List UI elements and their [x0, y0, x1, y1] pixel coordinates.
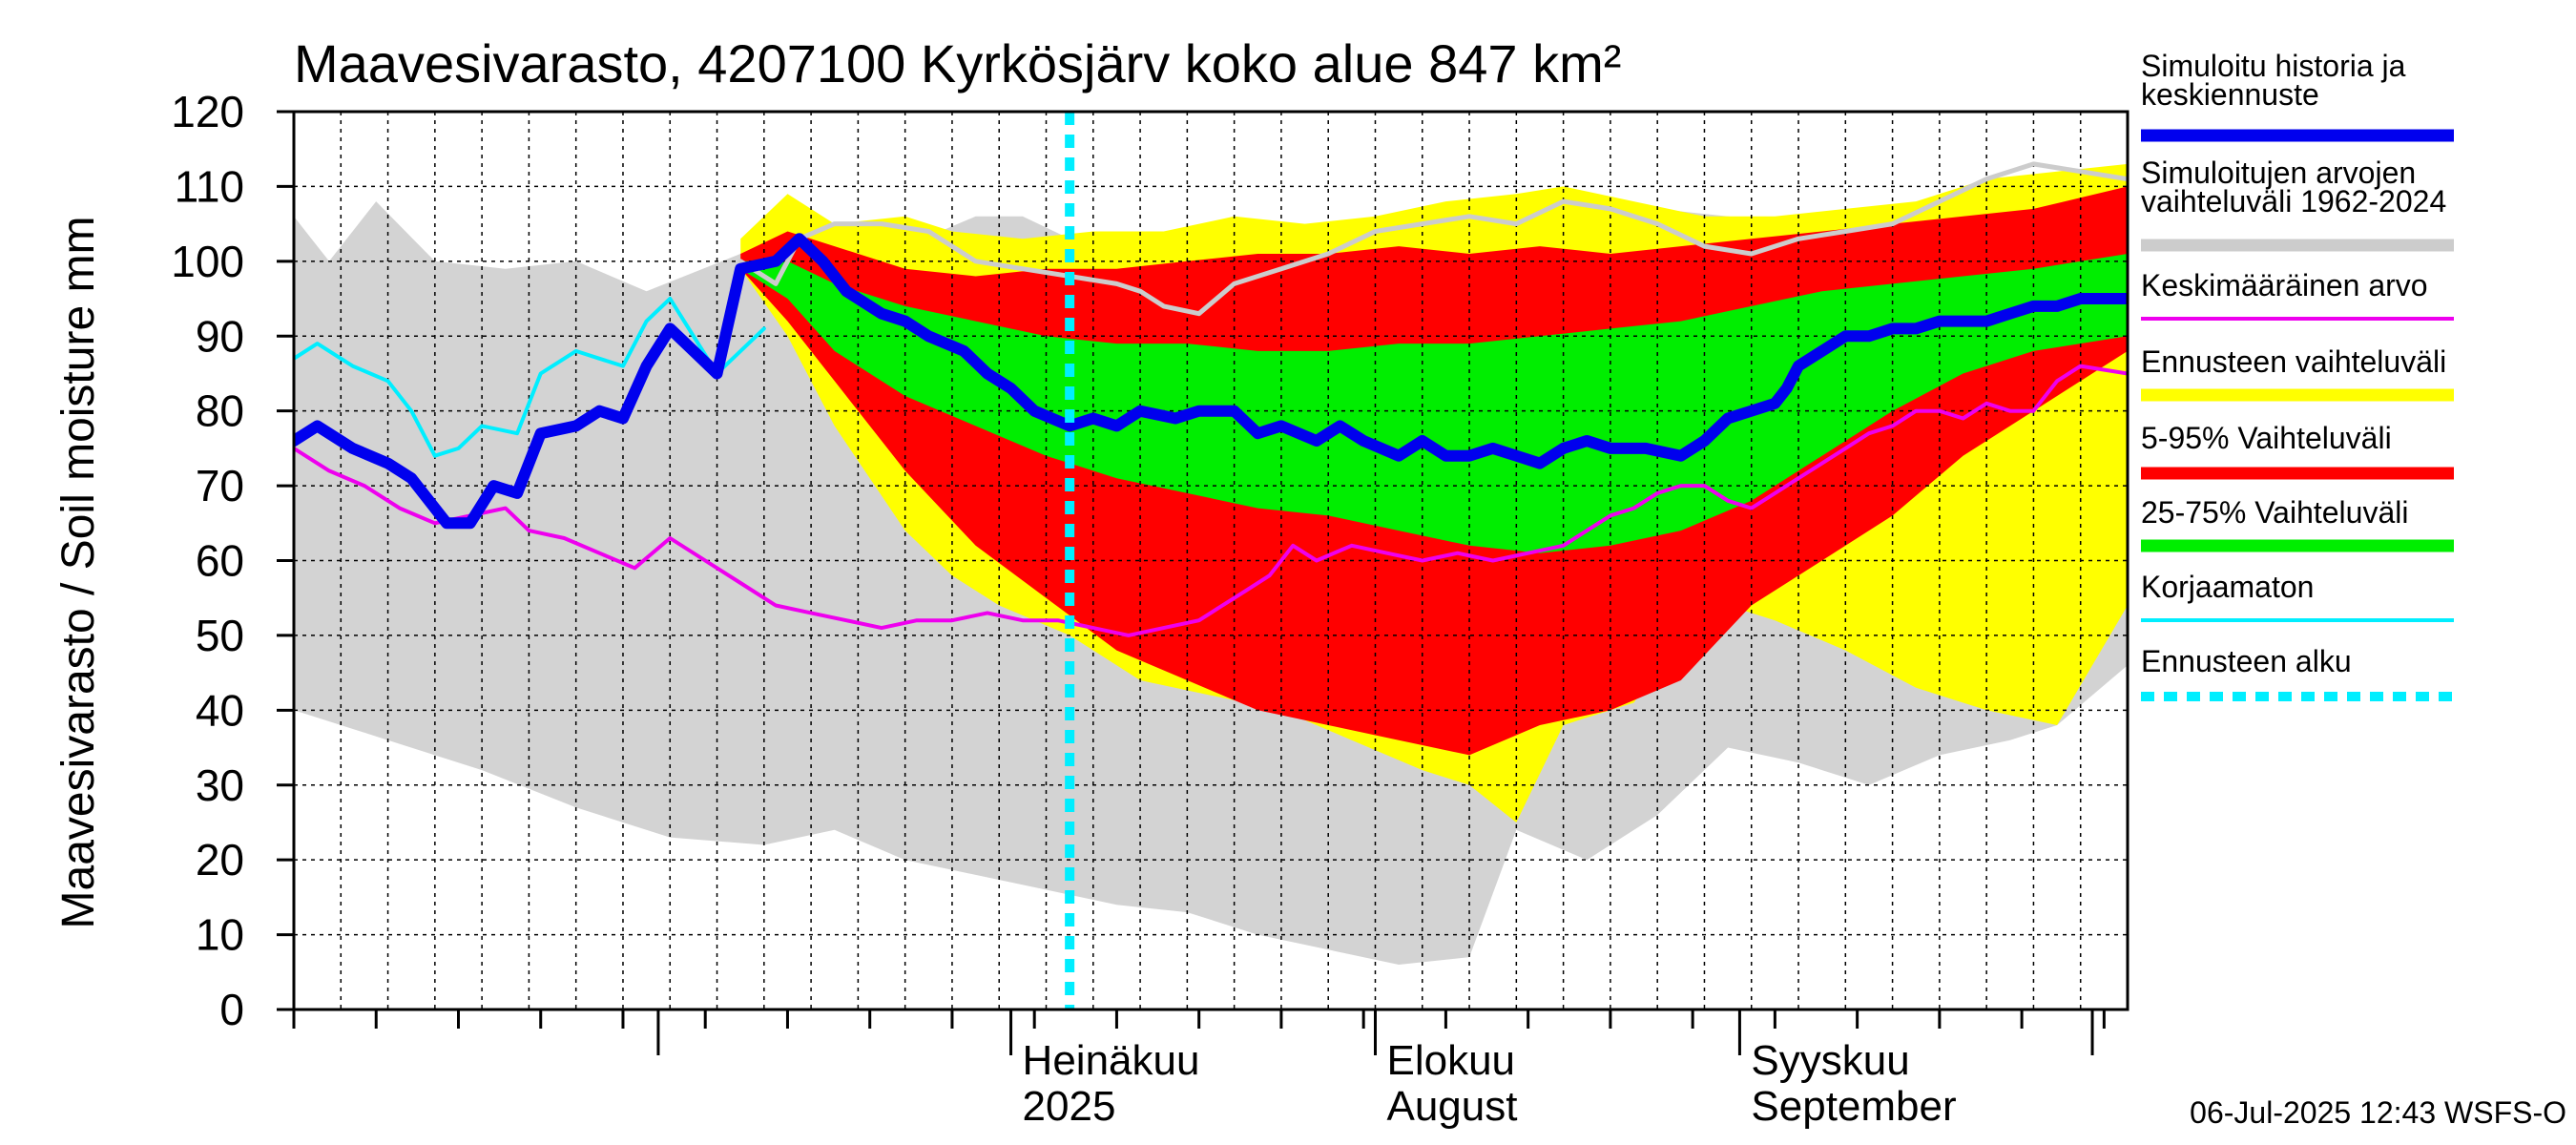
x-month-label: Syyskuu — [1751, 1037, 1909, 1084]
y-tick-label: 20 — [196, 835, 244, 885]
y-axis-ticks: 0 10 20 30 40 50 60 70 80 90 100 110 120 — [171, 87, 294, 1034]
legend-label: vaihteluväli 1962-2024 — [2141, 184, 2446, 219]
y-tick-label: 40 — [196, 685, 244, 735]
uncorrected-line — [294, 297, 766, 458]
x-month-sublabel: 2025 — [1023, 1083, 1116, 1130]
y-tick-label: 100 — [171, 237, 244, 286]
y-tick-label: 110 — [175, 161, 244, 211]
legend-label: Simuloitu historia ja — [2141, 49, 2406, 83]
envelope-line — [737, 161, 2128, 317]
y-axis-label: Maavesivarasto / Soil moisture mm — [53, 217, 104, 929]
y-tick-label: 10 — [196, 910, 244, 960]
legend-label: Ennusteen vaihteluväli — [2141, 344, 2446, 379]
y-tick-label: 120 — [171, 87, 244, 136]
grid-layer — [294, 112, 2129, 1010]
legend-label: Keskimääräinen arvo — [2141, 268, 2428, 302]
y-tick-label: 70 — [196, 461, 244, 510]
legend-label: 25-75% Vaihteluväli — [2141, 495, 2408, 530]
chart-title: Maavesivarasto, 4207100 Kyrkösjärv koko … — [294, 33, 1621, 94]
x-month-sublabel: August — [1386, 1083, 1517, 1130]
x-month-sublabel: September — [1751, 1083, 1956, 1130]
y-tick-label: 80 — [196, 386, 244, 436]
legend-label: Korjaamaton — [2141, 570, 2314, 604]
y-tick-label: 60 — [196, 536, 244, 586]
plot-area — [292, 110, 2129, 1011]
footer-timestamp: 06-Jul-2025 12:43 WSFS-O — [2190, 1095, 2566, 1130]
x-month-label: Elokuu — [1386, 1037, 1515, 1084]
legend-label: Ennusteen alku — [2141, 644, 2352, 678]
p25-75-band — [740, 254, 2128, 553]
y-tick-label: 0 — [219, 985, 244, 1034]
mean-line — [294, 364, 2128, 637]
y-tick-label: 30 — [196, 760, 244, 810]
band-layer — [294, 163, 2128, 965]
y-tick-label: 50 — [196, 611, 244, 660]
y-tick-label: 90 — [196, 311, 244, 361]
legend-label: keskiennuste — [2141, 77, 2319, 112]
legend-label: Simuloitujen arvojen — [2141, 156, 2416, 190]
median-forecast-line — [294, 233, 2128, 530]
x-month-label: Heinäkuu — [1023, 1037, 1200, 1084]
legend-label: 5-95% Vaihteluväli — [2141, 421, 2392, 455]
series-layer — [294, 112, 2128, 1010]
